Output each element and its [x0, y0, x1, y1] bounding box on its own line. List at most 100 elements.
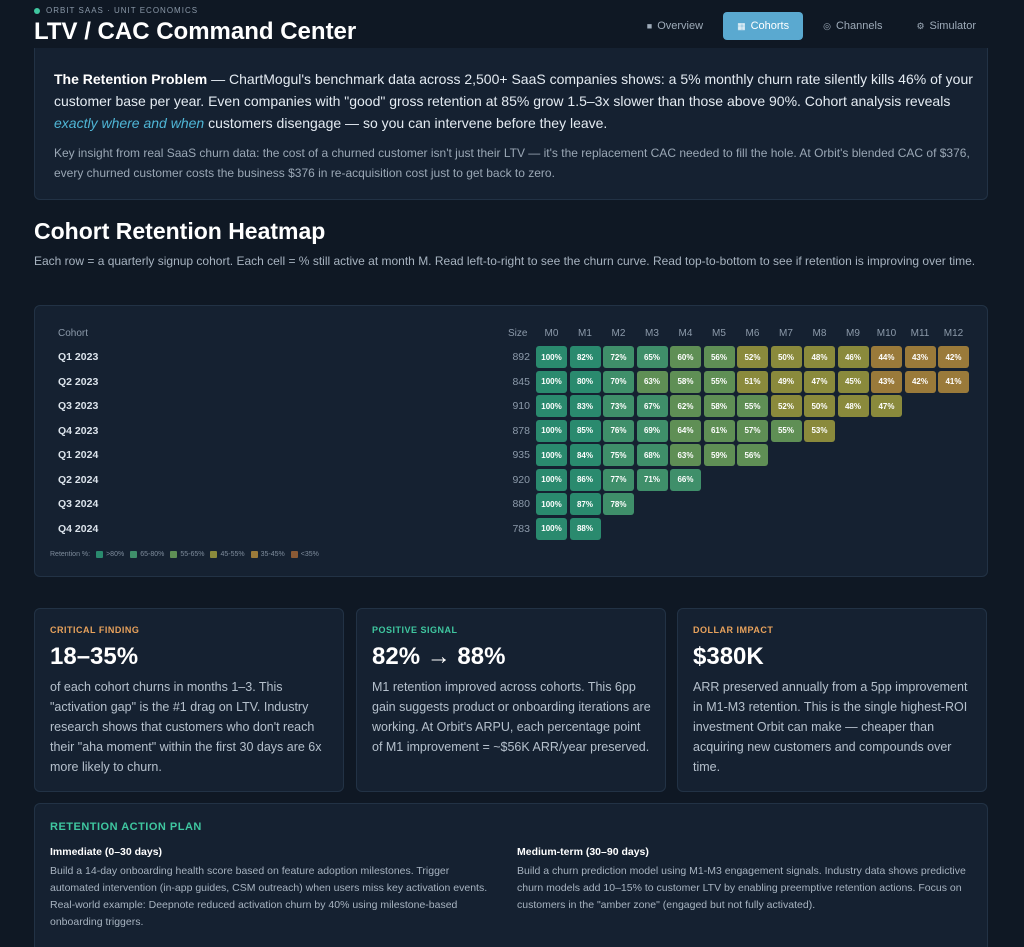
- month-header-m0: M0: [544, 328, 559, 339]
- month-header-m2: M2: [611, 328, 626, 339]
- heatmap-cell: 56%: [737, 444, 768, 466]
- problem-statement: The Retention Problem — ChartMogul's ben…: [54, 68, 974, 134]
- tab-simulator[interactable]: ⚙ Simulator: [902, 12, 990, 40]
- heatmap-cell: 85%: [569, 419, 601, 442]
- plan-immediate: Immediate (0–30 days) Build a 14-day onb…: [50, 846, 500, 931]
- heatmap-cell: 100%: [536, 419, 567, 442]
- tab-overview[interactable]: ■ Overview: [633, 12, 717, 40]
- heatmap-cell: 47%: [804, 370, 835, 393]
- plan-title: RETENTION ACTION PLAN: [50, 821, 202, 833]
- heatmap-cell: 45%: [837, 370, 869, 393]
- heatmap-cell: 63%: [636, 370, 668, 393]
- cohort-size: 920: [512, 473, 530, 486]
- legend-item: >80%: [96, 551, 124, 558]
- legend-title: Retention %:: [50, 551, 91, 558]
- problem-heading: The Retention Problem: [54, 71, 208, 87]
- heatmap-cell: 76%: [603, 419, 634, 442]
- month-header-m8: M8: [812, 328, 827, 339]
- problem-emphasis: exactly where and when: [54, 115, 205, 131]
- cohort-label: Q4 2023: [58, 424, 99, 437]
- kpi-value: 18–35%: [50, 643, 139, 670]
- heatmap-cell: 55%: [703, 370, 735, 393]
- heatmap-cell: 61%: [703, 419, 735, 442]
- tab-channels[interactable]: ◎ Channels: [809, 12, 896, 40]
- cohort-size: 880: [512, 498, 530, 510]
- tab-label: Simulator: [929, 20, 976, 32]
- kpi-text: ARR preserved annually from a 5pp improv…: [693, 680, 968, 774]
- nav-tabs: ■ Overview ▦ Cohorts ◎ Channels ⚙ Simulator: [633, 12, 990, 40]
- cohort-size: 845: [512, 375, 530, 388]
- tab-cohorts[interactable]: ▦ Cohorts: [723, 12, 804, 40]
- legend-item: 65-80%: [130, 551, 164, 558]
- legend-item: 45-55%: [210, 551, 245, 558]
- heatmap-title: Cohort Retention Heatmap: [34, 218, 326, 244]
- heatmap-cell: 43%: [871, 370, 902, 393]
- heatmap-cell: 83%: [569, 395, 601, 417]
- cohort-size: 935: [512, 449, 530, 461]
- cohort-heatmap: Cohort Size Retention %: >80% 65-80% 55-65…: [34, 305, 988, 577]
- heatmap-cell: 71%: [636, 468, 668, 491]
- retention-problem-card: The Retention Problem — ChartMogul's ben…: [34, 48, 988, 200]
- heatmap-cell: 58%: [670, 370, 701, 393]
- legend-swatch: [250, 551, 258, 558]
- legend-swatch: [170, 551, 178, 558]
- heatmap-cell: 52%: [737, 346, 768, 368]
- heatmap-subtitle: Each row = a quarterly signup cohort. Ea…: [34, 254, 976, 268]
- kpi-label: CRITICAL FINDING: [50, 625, 140, 635]
- key-insight: Key insight from real SaaS churn data: t…: [54, 146, 970, 180]
- tab-label: Channels: [835, 20, 883, 32]
- problem-text: — ChartMogul's benchmark data across 2,5…: [54, 71, 973, 109]
- heatmap-cell: 68%: [636, 444, 668, 466]
- legend-swatch: [210, 551, 218, 558]
- heatmap-cell: 78%: [603, 493, 634, 515]
- legend-label: 35-45%: [260, 551, 285, 558]
- heatmap-cell: 73%: [603, 395, 634, 417]
- legend-swatch: [290, 551, 298, 558]
- kpi-critical-finding: CRITICAL FINDING 18–35% of each cohort c…: [34, 608, 344, 792]
- heatmap-cell: 57%: [737, 419, 768, 442]
- plan-medium-title: Medium-term (30–90 days): [517, 846, 649, 858]
- dial-icon: ⚙: [916, 20, 925, 31]
- legend-swatch: [130, 551, 138, 558]
- month-header-m10: M10: [876, 328, 897, 339]
- heatmap-cell: 48%: [804, 346, 835, 368]
- tab-label: Overview: [657, 20, 704, 32]
- month-header-m9: M9: [846, 328, 860, 339]
- legend-item: <35%: [290, 551, 319, 558]
- target-icon: ◎: [823, 20, 831, 31]
- heatmap-cell: 50%: [804, 395, 835, 417]
- heatmap-cell: 100%: [536, 444, 567, 466]
- heatmap-cell: 64%: [670, 419, 701, 442]
- heatmap-cell: 43%: [904, 346, 936, 368]
- heatmap-cell: 88%: [569, 517, 601, 540]
- heatmap-cell: 47%: [871, 395, 902, 417]
- kpi-value: 82% → 88%: [372, 643, 506, 670]
- month-header-m5: M5: [712, 328, 726, 339]
- heatmap-cell: 100%: [536, 370, 567, 393]
- heatmap-cell: 82%: [569, 346, 601, 368]
- plan-medium-text: Build a churn prediction model using M1-…: [517, 865, 966, 911]
- month-header-m7: M7: [779, 328, 793, 339]
- legend-item: 35-45%: [250, 551, 285, 558]
- heatmap-cell: 70%: [603, 370, 634, 393]
- cohort-size: 892: [512, 351, 530, 363]
- month-header-m1: M1: [578, 328, 592, 339]
- cohort-label: Q1 2024: [58, 449, 99, 461]
- brand: ORBIT SAAS · UNIT ECONOMICS: [34, 6, 198, 15]
- heatmap-cell: 55%: [737, 395, 768, 417]
- heatmap-cell: 77%: [603, 468, 634, 491]
- size-column-header: Size: [508, 328, 528, 339]
- heatmap-cell: 100%: [536, 468, 567, 491]
- heatmap-cell: 58%: [703, 395, 735, 417]
- brand-label: ORBIT SAAS · UNIT ECONOMICS: [46, 6, 199, 15]
- cohort-label: Q2 2023: [58, 375, 99, 388]
- heatmap-cell: 67%: [636, 395, 668, 417]
- cohort-label: Q3 2024: [58, 498, 99, 510]
- tab-label: Cohorts: [750, 20, 790, 32]
- top-bar: ORBIT SAAS · UNIT ECONOMICS LTV / CAC Co…: [0, 0, 1024, 56]
- heatmap-cell: 100%: [536, 395, 567, 417]
- heatmap-cell: 75%: [603, 444, 634, 466]
- month-header-m11: M11: [910, 328, 930, 339]
- legend-label: <35%: [300, 551, 319, 558]
- heatmap-cell: 60%: [670, 346, 701, 368]
